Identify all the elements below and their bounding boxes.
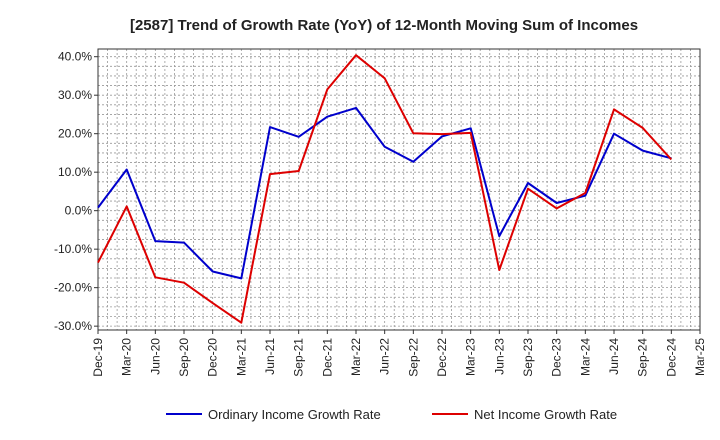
y-tick-label: 40.0% [58,50,92,64]
x-tick-label: Jun-20 [148,338,162,375]
x-tick-label: Mar-24 [578,338,592,376]
plot-frame [97,48,701,331]
x-tick-label: Jun-22 [378,338,392,375]
x-tick-label: Jun-21 [263,338,277,375]
x-tick-label: Mar-25 [693,338,707,376]
x-tick-label: Jun-24 [607,338,621,375]
x-tick-label: Dec-22 [435,338,449,377]
y-tick-label: -30.0% [54,319,92,333]
legend-label-1: Net Income Growth Rate [474,407,617,422]
x-tick-label: Dec-20 [206,338,220,377]
y-tick-label: 30.0% [58,88,92,102]
x-tick-label: Mar-22 [349,338,363,376]
chart-title: [2587] Trend of Growth Rate (YoY) of 12-… [130,17,638,34]
series-line-1 [97,54,673,324]
x-tick-label: Mar-21 [234,338,248,376]
x-tick-label: Sep-22 [406,338,420,377]
x-tick-label: Sep-20 [177,338,191,377]
y-tick-label: -20.0% [54,281,92,295]
legend: Ordinary Income Growth Rate Net Income Gr… [166,407,617,422]
x-tick-label: Mar-20 [120,338,134,376]
y-tick-label: 0.0% [65,204,93,218]
x-tick-label: Sep-24 [636,338,650,377]
x-tick-label: Dec-24 [664,338,678,377]
grid [98,49,700,330]
x-tick-label: Dec-21 [320,338,334,377]
x-tick-label: Dec-19 [91,338,105,377]
y-tick-label: -10.0% [54,242,92,256]
legend-label-0: Ordinary Income Growth Rate [208,407,381,422]
y-tick-label: 20.0% [58,127,92,141]
x-tick-label: Mar-23 [464,338,478,376]
x-tick-label: Sep-21 [292,338,306,377]
x-tick-label: Sep-23 [521,338,535,377]
x-tick-label: Dec-23 [550,338,564,377]
y-tick-label: 10.0% [58,165,92,179]
axes: 40.0% 30.0% 20.0% 10.0% 0.0% -10.0% -20.0% -30.… [54,48,707,377]
x-tick-label: Jun-23 [492,338,506,375]
series-lines [97,54,673,324]
